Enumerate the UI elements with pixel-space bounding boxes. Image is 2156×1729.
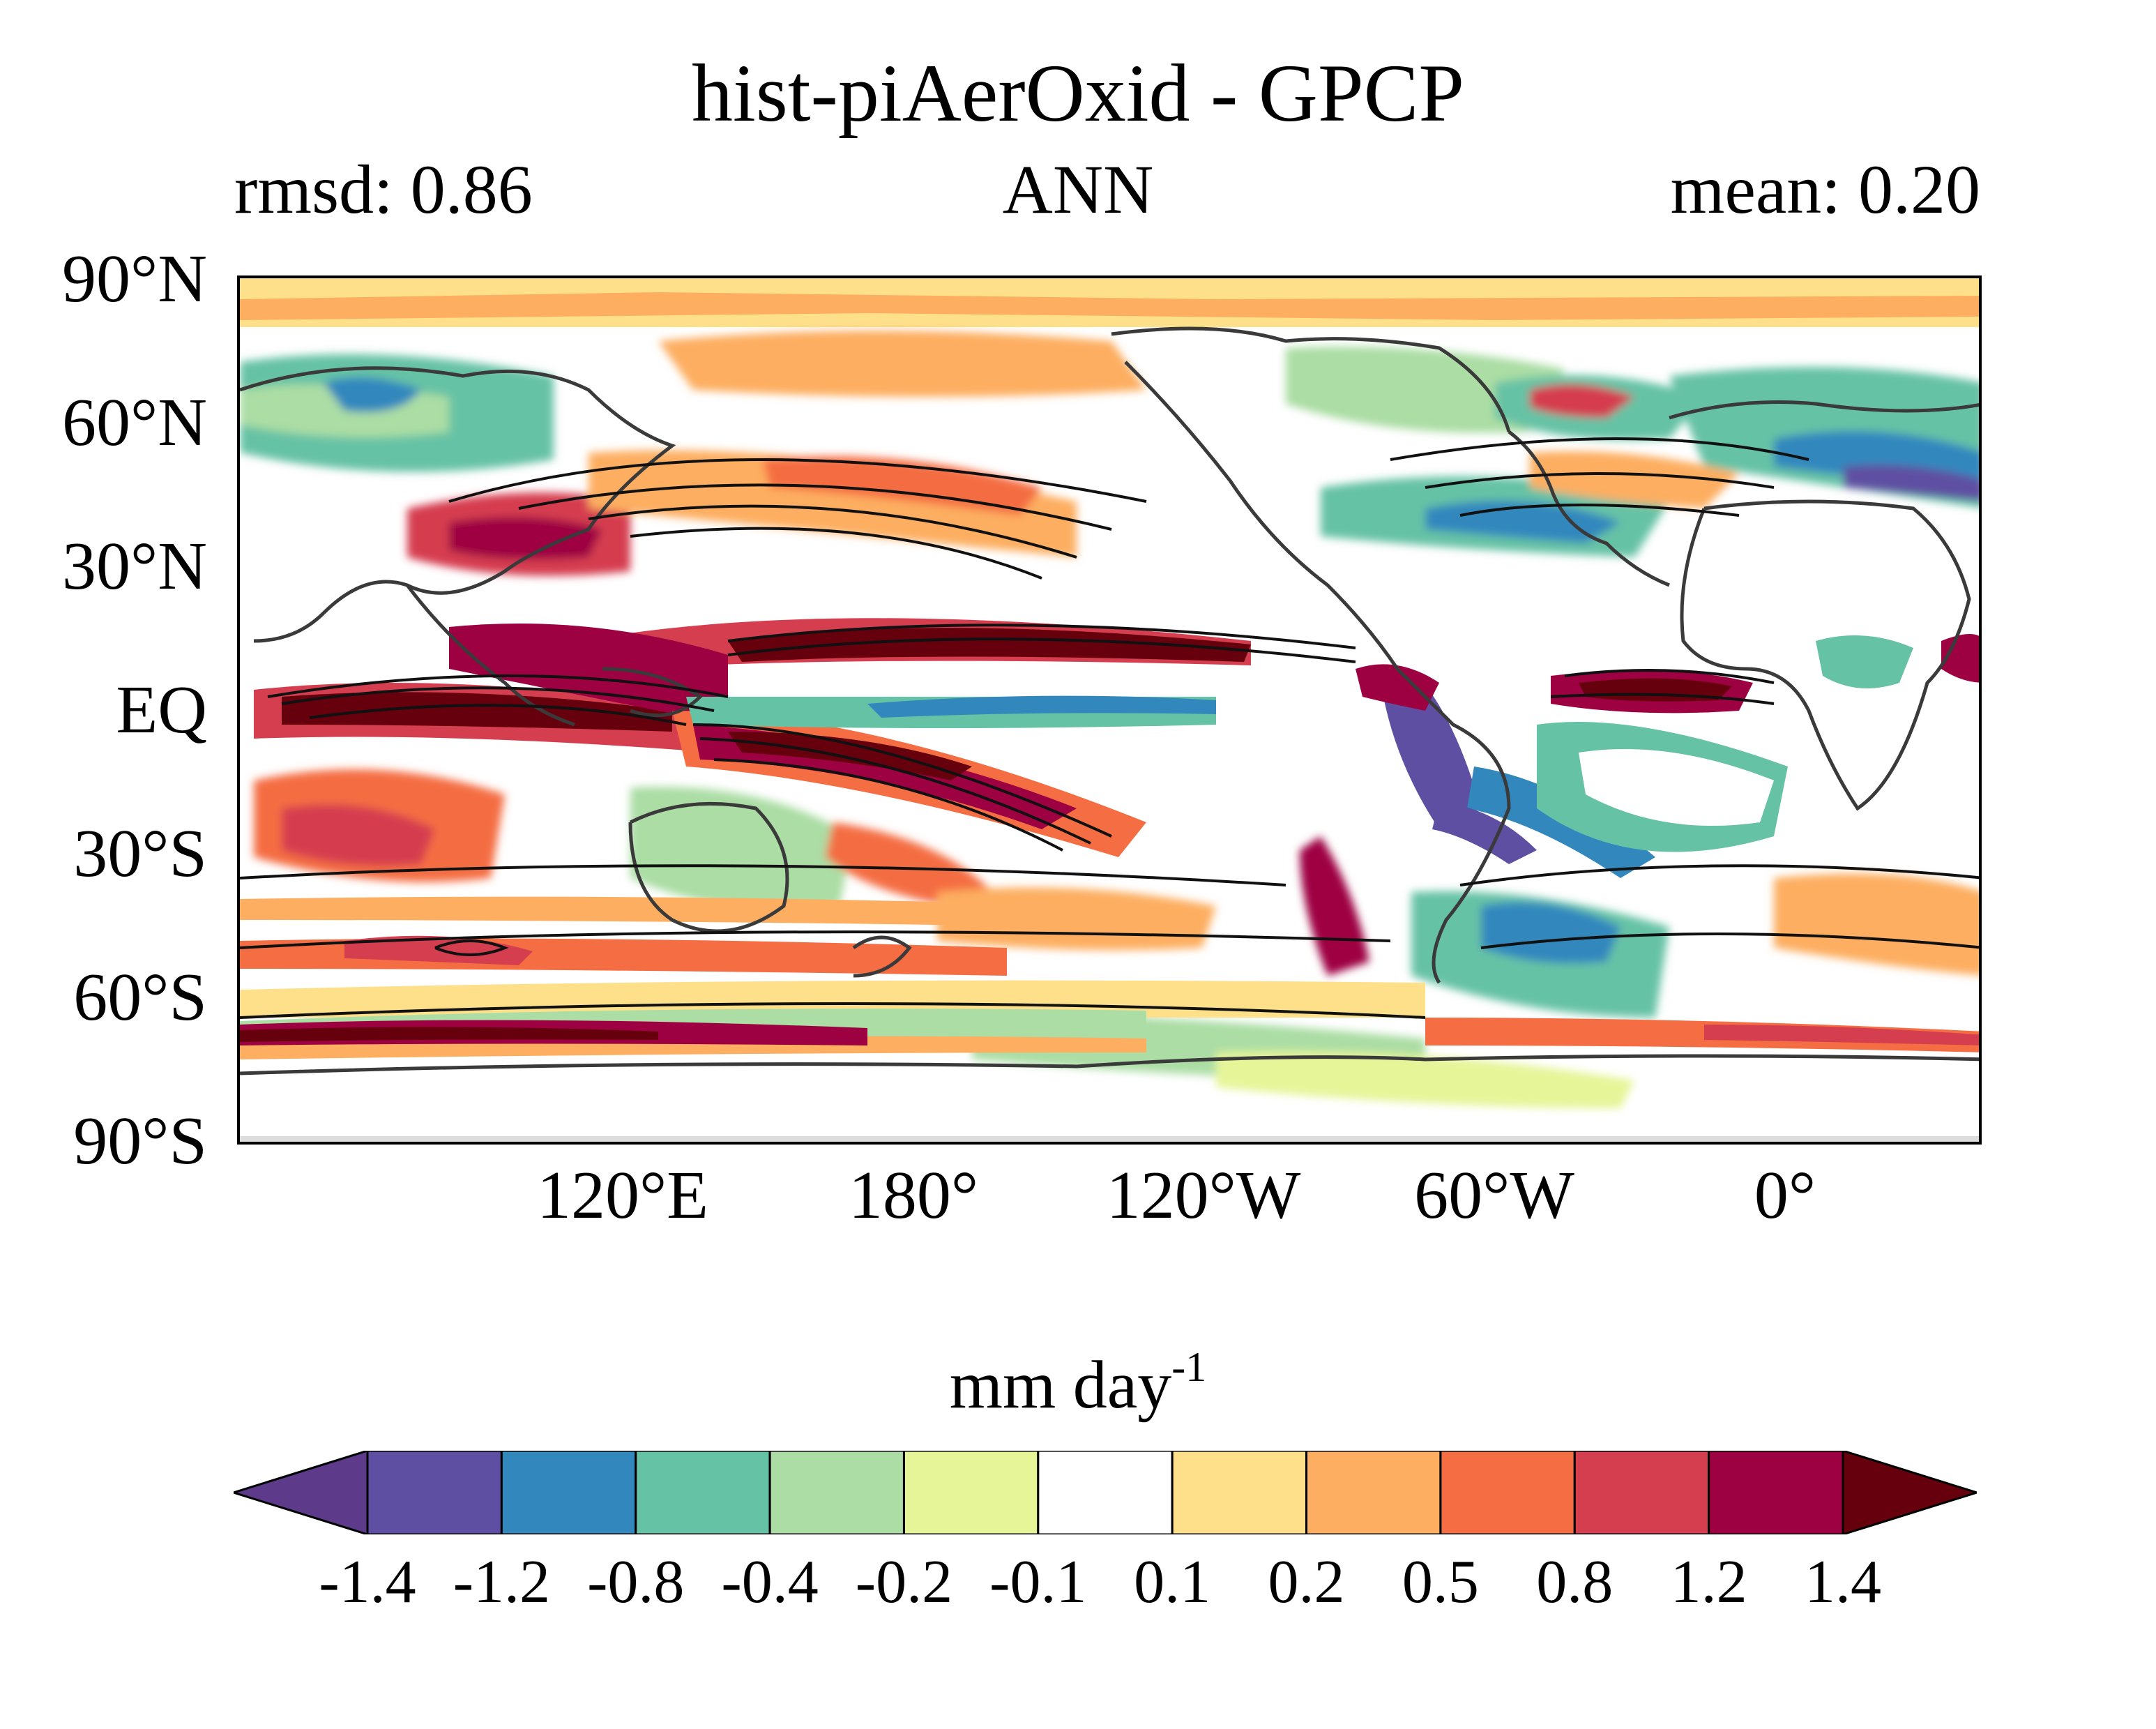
colorbar-label: -1.2 — [453, 1548, 551, 1616]
lat-label-60n: 60°N — [62, 385, 207, 460]
south-pole-band — [240, 1136, 1979, 1142]
colorbar-label: 0.8 — [1536, 1548, 1614, 1616]
rmsd-stat: rmsd: 0.86 — [234, 151, 533, 228]
lon-label-120w: 120°W — [1106, 1158, 1301, 1233]
colorbar-label: -1.4 — [319, 1548, 416, 1616]
colorbar-box — [366, 1451, 503, 1534]
colorbar-box — [1171, 1451, 1308, 1534]
lat-label-30s: 30°S — [73, 816, 207, 891]
mean-stat: mean: 0.20 — [1670, 151, 1980, 228]
lat-label-60s: 60°S — [73, 960, 207, 1035]
colorbar-label: -0.4 — [721, 1548, 819, 1616]
colorbar — [234, 1451, 1977, 1534]
colorbar-box — [1305, 1451, 1442, 1534]
season-label: ANN — [1002, 151, 1154, 228]
colorbar-label: 0.2 — [1268, 1548, 1345, 1616]
colorbar-box — [902, 1451, 1040, 1534]
colorbar-under-arrow — [234, 1451, 369, 1534]
lat-label-90n: 90°N — [62, 241, 207, 317]
map-title: hist-piAerOxid - GPCP — [692, 47, 1464, 139]
colorbar-label: -0.1 — [989, 1548, 1087, 1616]
colorbar-label: 1.4 — [1805, 1548, 1881, 1616]
lon-label-60w: 60°W — [1414, 1158, 1574, 1233]
climatology-contours — [240, 437, 1979, 1019]
arctic-orange — [240, 292, 1979, 320]
map-panel — [237, 275, 1982, 1145]
colorbar-label: -0.2 — [855, 1548, 953, 1616]
lon-label-120e: 120°E — [536, 1158, 709, 1233]
field-layer — [240, 331, 1979, 576]
colorbar-label: 0.1 — [1134, 1548, 1211, 1616]
coastlines — [240, 326, 1979, 1075]
colorbar-box — [1439, 1451, 1576, 1534]
colorbar-box — [500, 1451, 637, 1534]
precip-difference-map — [240, 278, 1979, 1142]
colorbar-unit: mm day-1 — [949, 1344, 1207, 1423]
colorbar-box — [1573, 1451, 1710, 1534]
colorbar-label: 1.2 — [1670, 1548, 1747, 1616]
south-band-1 — [240, 896, 1077, 927]
colorbar-label: -0.8 — [587, 1548, 685, 1616]
lat-label-90s: 90°S — [73, 1103, 207, 1179]
colorbar-box — [1708, 1451, 1844, 1534]
colorbar-label: 0.5 — [1402, 1548, 1479, 1616]
lon-label-0: 0° — [1754, 1158, 1816, 1233]
tropical-bands — [254, 618, 1979, 878]
lon-label-180: 180° — [848, 1158, 979, 1233]
colorbar-box — [768, 1451, 905, 1534]
lat-label-eq: EQ — [116, 672, 207, 748]
south-band-10 — [1704, 1025, 1979, 1045]
lat-label-30n: 30°N — [62, 529, 207, 604]
colorbar-box — [1037, 1451, 1174, 1534]
colorbar-over-arrow — [1842, 1451, 1977, 1534]
south-band-8 — [240, 1027, 658, 1042]
south-band-9 — [1425, 1018, 1979, 1052]
colorbar-box — [635, 1451, 771, 1534]
